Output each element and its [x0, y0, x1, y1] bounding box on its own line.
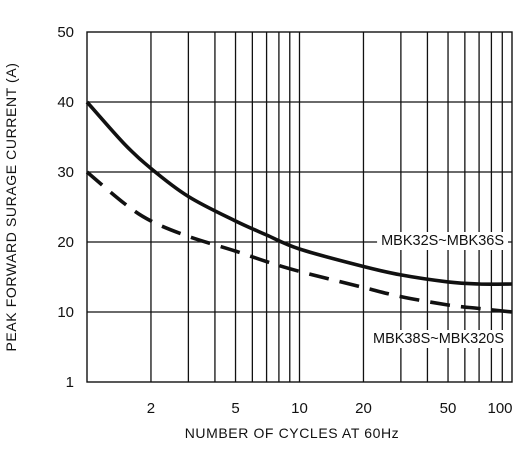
x-tick-label: 20: [355, 400, 372, 417]
y-tick-label: 20: [57, 234, 74, 251]
plot-frame: [86, 31, 513, 383]
series-line-solid: [85, 100, 513, 286]
x-tick-label: 5: [231, 400, 239, 417]
x-axis-title: NUMBER OF CYCLES AT 60Hz: [185, 425, 400, 441]
x-tick-labels: 2 5 10 20 50 100: [147, 400, 513, 417]
y-tick-label: 30: [57, 164, 74, 181]
x-tick-label: 100: [487, 400, 512, 417]
series-label-background: [369, 330, 508, 348]
series-label: MBK38S~MBK320S: [373, 331, 504, 347]
y-axis-title: PEAK FORWARD SURAGE CURRENT (A): [3, 62, 19, 351]
series-labels: MBK32S~MBK36S MBK38S~MBK320S: [369, 232, 508, 348]
y-tick-label: 1: [66, 374, 74, 391]
series-line-dashed: [85, 170, 513, 314]
y-tick-label: 40: [57, 94, 74, 111]
series-group: [85, 100, 513, 314]
grid: [87, 32, 512, 382]
series-label: MBK32S~MBK36S: [381, 233, 504, 249]
y-tick-label: 50: [57, 24, 74, 41]
x-tick-label: 10: [291, 400, 308, 417]
x-tick-label: 2: [147, 400, 155, 417]
x-tick-label: 50: [440, 400, 457, 417]
y-tick-labels: 50 40 30 20 10 1: [57, 24, 74, 391]
series-label-background: [377, 232, 508, 250]
y-tick-label: 10: [57, 304, 74, 321]
